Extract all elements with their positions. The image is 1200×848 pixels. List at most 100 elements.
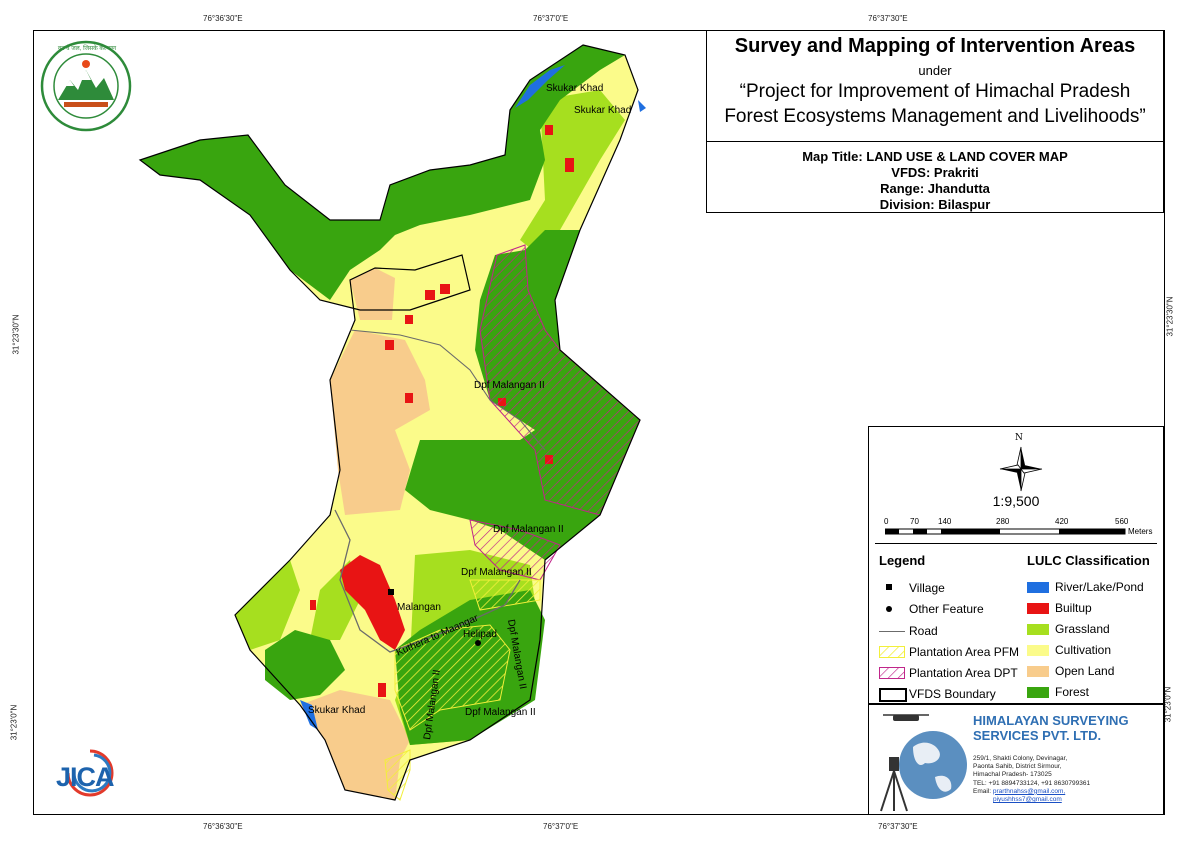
- open-land-3: [300, 690, 410, 800]
- legend-vfds-boundary: VFDS Boundary: [909, 687, 996, 701]
- legend-other-feature: Other Feature: [909, 602, 984, 616]
- lulc-forest: Forest: [1055, 685, 1090, 699]
- village-marker-malangan: [388, 589, 394, 595]
- label-skukar-khad-1: Skukar Khad: [546, 83, 603, 94]
- title-header: Survey and Mapping of Intervention Areas…: [707, 31, 1163, 142]
- scale-tick-70: 70: [910, 517, 919, 526]
- vfds-name: VFDS: Prakriti: [891, 165, 979, 180]
- other-feature-symbol: [886, 606, 892, 612]
- surveyor-globe-logo: [880, 714, 967, 812]
- scale-tick-0: 0: [884, 517, 889, 526]
- company-name-line2: SERVICES PVT. LTD.: [973, 728, 1102, 743]
- swatch-cultivation: [1027, 645, 1049, 656]
- builtup-7: [405, 393, 413, 403]
- scale-bar: [885, 528, 1126, 535]
- swatch-forest: [1027, 687, 1049, 698]
- title-main: Survey and Mapping of Intervention Areas: [734, 35, 1136, 57]
- address-line1: 259/1, Shakti Colony, Devinagar,: [973, 755, 1068, 762]
- jica-wordmark: JICA: [56, 762, 115, 792]
- map-title: Map Title: LAND USE & LAND COVER MAP: [802, 149, 1068, 164]
- builtup-4: [440, 284, 450, 294]
- scale-tick-420: 420: [1055, 517, 1069, 526]
- lulc-cultivation: Cultivation: [1055, 643, 1112, 657]
- scale-unit: Meters: [1128, 527, 1153, 536]
- builtup-3: [425, 290, 435, 300]
- legend-heading: Legend: [879, 553, 926, 568]
- label-helipad: Helipad: [463, 629, 497, 640]
- river-north-2: [638, 100, 646, 112]
- vfds-boundary: [138, 44, 641, 801]
- title-project-2: Forest Ecosystems Management and Livelih…: [724, 106, 1146, 127]
- company-name-line1: HIMALAYAN SURVEYING: [973, 713, 1129, 728]
- north-arrow-icon: [999, 446, 1043, 492]
- open-land-2: [350, 268, 395, 320]
- company-name: HIMALAYAN SURVEYING SERVICES PVT. LTD.: [973, 713, 1129, 743]
- lulc-heading: LULC Classification: [1027, 553, 1150, 568]
- coord-bottom-1: 76°36'30"E: [203, 822, 243, 831]
- road-symbol: [879, 631, 905, 632]
- legend-plantation-pfm: Plantation Area PFM: [909, 645, 1020, 659]
- swatch-grassland: [1027, 624, 1049, 635]
- river-north: [515, 65, 565, 108]
- label-skukar-khad-2: Skukar Khad: [574, 105, 631, 116]
- label-skukar-khad-3: Skukar Khad: [308, 705, 365, 716]
- company-address: 259/1, Shakti Colony, Devinagar, Paonta …: [973, 755, 1090, 804]
- swatch-river: [1027, 582, 1049, 593]
- builtup-11: [378, 683, 386, 697]
- road-upper: [349, 329, 546, 451]
- swatch-builtup: [1027, 603, 1049, 614]
- scale-tick-140: 140: [938, 517, 952, 526]
- coord-top-1: 76°36'30"E: [203, 14, 243, 23]
- lulc-builtup: Builtup: [1055, 601, 1092, 615]
- scale-tick-280: 280: [996, 517, 1010, 526]
- pfm-symbol: [879, 646, 905, 658]
- email-link-2[interactable]: piyushhss7@gmail.com: [993, 796, 1062, 804]
- builtup-malangan: [340, 555, 405, 650]
- helipad-marker: [475, 640, 481, 646]
- legend-plantation-dpt: Plantation Area DPT: [909, 666, 1018, 680]
- builtup-10: [310, 600, 316, 610]
- builtup-2: [565, 158, 574, 172]
- company-box: HIMALAYAN SURVEYING SERVICES PVT. LTD. 2…: [868, 704, 1164, 815]
- forest-north: [140, 45, 625, 300]
- plantation-pfm-1: [469, 579, 541, 611]
- forest-department-logo: [40, 40, 132, 132]
- label-dpf-malangan-3: Dpf Malangan II: [461, 567, 532, 578]
- title-box: Survey and Mapping of Intervention Areas…: [706, 30, 1164, 213]
- builtup-5: [405, 315, 413, 324]
- road-main: [334, 509, 521, 653]
- lulc-grassland: Grassland: [1055, 622, 1110, 636]
- builtup-6: [385, 340, 394, 350]
- map-info: Map Title: LAND USE & LAND COVER MAP VFD…: [707, 149, 1163, 213]
- telephone: TEL: +91 8894733124, +91 8630799361: [973, 779, 1091, 787]
- coord-bottom-3: 76°37'30"E: [878, 822, 918, 831]
- email-label: Email:: [973, 787, 992, 795]
- builtup-1: [545, 125, 553, 135]
- label-dpf-malangan-2: Dpf Malangan II: [493, 524, 564, 535]
- email-row-2: piyushhss7@gmail.com: [973, 796, 1090, 804]
- scale-tick-560: 560: [1115, 517, 1129, 526]
- open-land-1: [330, 330, 430, 515]
- email-row: Email: prarthnahss@gmail.com,: [973, 788, 1090, 796]
- grassland-1: [235, 560, 300, 650]
- forest-logo-text: वन वै जल, जिसके कल्याण: [57, 46, 117, 52]
- village-symbol: [886, 584, 892, 590]
- jica-logo: [66, 749, 114, 797]
- label-dpf-malangan-1: Dpf Malangan II: [474, 380, 545, 391]
- plantation-pfm-2: [394, 624, 511, 731]
- dpt-symbol: [879, 667, 905, 679]
- legend-village: Village: [909, 581, 945, 595]
- north-label: N: [1015, 433, 1023, 443]
- scale-ratio: 1:9,500: [992, 493, 1040, 509]
- address-line3: Himachal Pradesh- 173025: [973, 771, 1052, 779]
- email-link-1[interactable]: prarthnahss@gmail.com,: [992, 787, 1066, 795]
- label-dpf-malangan-4: Dpf Malangan II: [465, 707, 536, 718]
- title-project-1: “Project for Improvement of Himachal Pra…: [739, 81, 1131, 102]
- lulc-open-land: Open Land: [1055, 664, 1115, 678]
- boundary-symbol: [879, 688, 907, 702]
- division-name: Division: Bilaspur: [879, 197, 991, 212]
- river-south: [300, 700, 318, 730]
- range-name: Range: Jhandutta: [880, 181, 990, 196]
- swatch-open-land: [1027, 666, 1049, 677]
